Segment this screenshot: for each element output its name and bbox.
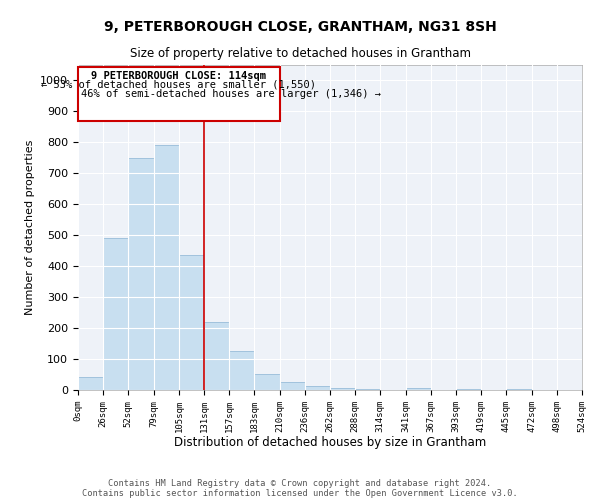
Text: 9 PETERBOROUGH CLOSE: 114sqm: 9 PETERBOROUGH CLOSE: 114sqm [91,71,266,81]
Text: 9, PETERBOROUGH CLOSE, GRANTHAM, NG31 8SH: 9, PETERBOROUGH CLOSE, GRANTHAM, NG31 8S… [104,20,496,34]
Text: Contains HM Land Registry data © Crown copyright and database right 2024.: Contains HM Land Registry data © Crown c… [109,478,491,488]
Text: Size of property relative to detached houses in Grantham: Size of property relative to detached ho… [130,48,470,60]
Bar [128,158,154,390]
Text: ← 53% of detached houses are smaller (1,550): ← 53% of detached houses are smaller (1,… [41,80,316,90]
Bar [103,238,128,390]
Bar [406,388,431,390]
Bar [254,374,280,390]
Text: Contains public sector information licensed under the Open Government Licence v3: Contains public sector information licen… [82,488,518,498]
Bar [154,144,179,390]
Bar [330,388,355,390]
Bar [204,322,229,390]
Text: Distribution of detached houses by size in Grantham: Distribution of detached houses by size … [174,436,486,449]
Bar [506,389,532,390]
Bar [179,256,204,390]
Bar [78,377,103,390]
Y-axis label: Number of detached properties: Number of detached properties [25,140,35,315]
Text: 46% of semi-detached houses are larger (1,346) →: 46% of semi-detached houses are larger (… [81,88,381,99]
Bar [305,386,330,390]
Bar [280,382,305,390]
FancyBboxPatch shape [78,66,280,120]
Bar [229,350,254,390]
